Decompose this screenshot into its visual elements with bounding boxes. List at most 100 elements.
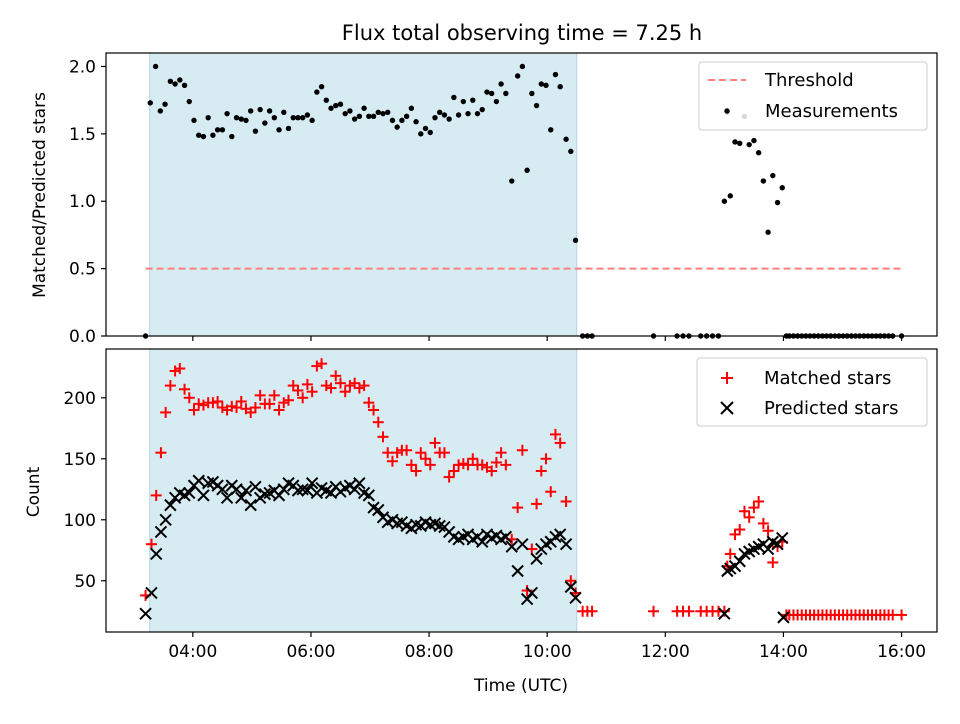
measurement-point xyxy=(200,133,207,140)
x-tick-label: 06:00 xyxy=(286,642,335,662)
measurement-point xyxy=(366,113,372,120)
matched-stars-point xyxy=(512,502,524,514)
matched-stars-point xyxy=(554,437,566,449)
matched-stars-point xyxy=(757,517,769,529)
matched-legend-label: Matched stars xyxy=(764,368,891,389)
x-tick-label: 16:00 xyxy=(877,642,926,662)
predicted-stars-point xyxy=(216,483,229,496)
matched-stars-point xyxy=(353,382,365,394)
measurement-point xyxy=(552,71,559,78)
matched-stars-point xyxy=(648,605,660,617)
matched-stars-point xyxy=(174,363,186,375)
measurement-point xyxy=(375,109,381,115)
matched-stars-point xyxy=(467,453,479,465)
measurement-point xyxy=(205,114,211,121)
matched-stars-point xyxy=(748,502,760,514)
matched-stars-point xyxy=(729,528,741,540)
predicted-stars-point xyxy=(505,540,518,553)
measurement-point xyxy=(465,110,471,117)
matched-stars-point xyxy=(268,389,280,401)
x-tick-label: 10:00 xyxy=(523,642,572,662)
ratio-panel: 0.00.51.01.52.0 Matched/Predicted stars … xyxy=(30,52,938,347)
measurement-point xyxy=(229,133,235,140)
matched-stars-point xyxy=(386,455,398,467)
matched-stars-point xyxy=(549,428,561,440)
x-tick-label: 08:00 xyxy=(405,642,454,662)
threshold-legend-label: Threshold xyxy=(764,70,854,91)
measurement-point xyxy=(524,167,530,173)
matched-stars-point xyxy=(254,389,266,401)
predicted-stars-point xyxy=(192,474,205,487)
measurement-point xyxy=(484,89,490,95)
matched-stars-point xyxy=(462,459,474,471)
measurement-point xyxy=(172,81,178,87)
measurement-point xyxy=(779,185,785,191)
ratio-panel-marks xyxy=(142,63,905,339)
matched-stars-point xyxy=(334,377,346,389)
ratio-panel-axes: 0.0 0.5 1.0 1.5 2.0 xyxy=(69,57,903,347)
measurement-point xyxy=(370,113,377,120)
measurement-point xyxy=(770,172,776,179)
measurement-point xyxy=(337,101,344,107)
measurement-point xyxy=(399,117,405,124)
measurement-point xyxy=(572,237,579,244)
predicted-stars-point xyxy=(249,480,262,494)
measurement-point xyxy=(271,114,278,121)
matched-stars-point xyxy=(231,402,243,414)
matched-stars-point xyxy=(287,380,299,392)
predicted-stars-point xyxy=(733,555,746,568)
measurement-point xyxy=(408,105,415,111)
predicted-stars-point xyxy=(559,537,573,551)
matched-stars-point xyxy=(476,459,488,471)
matched-stars-point xyxy=(264,398,276,410)
matched-stars-point xyxy=(283,394,295,406)
predicted-stars-point xyxy=(553,528,567,541)
y-tick-label: 2.0 xyxy=(69,57,96,77)
measurement-point xyxy=(533,102,540,109)
measurement-point xyxy=(266,108,273,114)
matched-stars-point xyxy=(516,444,528,456)
measurement-point xyxy=(177,77,183,83)
measurement-point xyxy=(385,109,391,115)
count-panel-frame xyxy=(105,348,938,633)
matched-stars-point xyxy=(896,609,908,621)
measurement-point xyxy=(290,114,296,121)
chart-title: Flux total observing time = 7.25 h xyxy=(342,21,702,45)
predicted-stars-point xyxy=(239,484,253,497)
predicted-stars-point xyxy=(564,580,578,594)
measurement-point xyxy=(514,73,521,79)
matched-stars-point xyxy=(448,465,460,477)
measurement-point xyxy=(219,127,226,133)
matched-stars-point xyxy=(297,392,309,404)
predicted-legend-label: Predicted stars xyxy=(764,398,898,419)
measurement-point xyxy=(737,140,743,146)
measurement-point xyxy=(262,120,268,126)
measurement-point xyxy=(181,82,188,89)
predicted-stars-point xyxy=(164,498,177,512)
matched-stars-point xyxy=(349,377,361,389)
predicted-stars-point xyxy=(476,535,489,548)
measurement-point xyxy=(243,117,249,124)
matched-stars-point xyxy=(249,402,261,414)
predicted-stars-point xyxy=(776,531,789,545)
matched-stars-point xyxy=(495,447,507,459)
predicted-stars-point xyxy=(149,547,163,561)
predicted-stars-point xyxy=(569,591,582,605)
matched-stars-point xyxy=(382,447,394,459)
matched-stars-point xyxy=(767,556,779,568)
matched-stars-point xyxy=(320,380,332,392)
matched-stars-point xyxy=(363,397,375,409)
matched-stars-point xyxy=(330,370,342,382)
x-tick-label: 14:00 xyxy=(759,642,808,662)
y-tick-label: 200 xyxy=(64,389,96,409)
matched-stars-point xyxy=(207,397,219,409)
predicted-stars-point xyxy=(197,489,210,502)
predicted-stars-point xyxy=(154,525,168,539)
measurement-point xyxy=(162,101,168,107)
measurement-point xyxy=(252,128,259,134)
measurement-point xyxy=(760,178,767,184)
matched-legend-marker xyxy=(721,372,733,384)
measurement-point xyxy=(403,113,410,120)
predicted-stars-point xyxy=(372,503,385,517)
measurement-point xyxy=(351,116,358,122)
